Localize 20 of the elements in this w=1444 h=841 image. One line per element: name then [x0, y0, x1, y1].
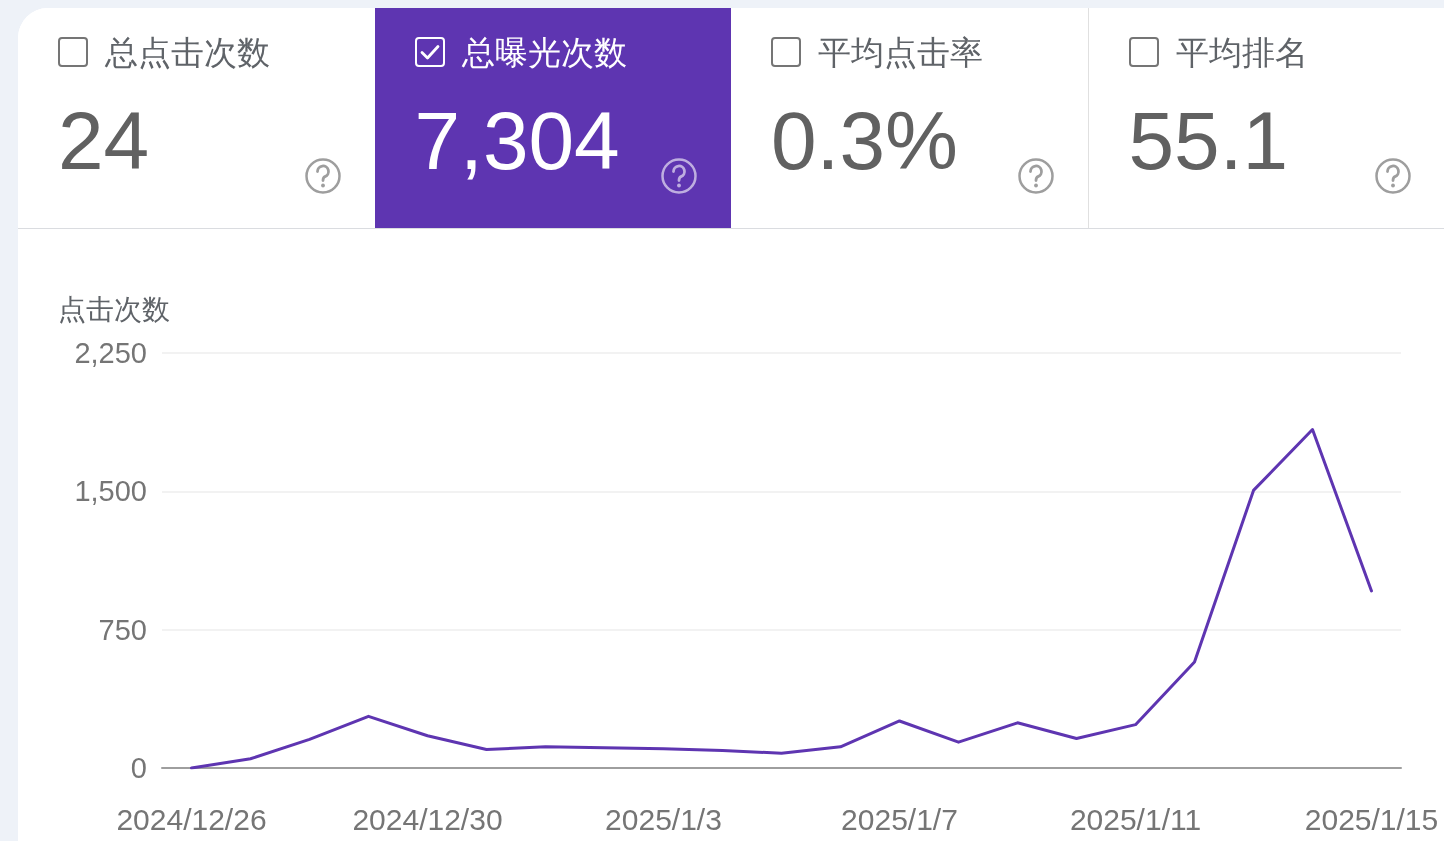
y-tick-label: 1,500 — [74, 475, 147, 508]
y-tick-label: 0 — [130, 752, 147, 784]
x-tick-label: 2025/1/15 — [1304, 802, 1439, 836]
line-series — [190, 428, 1373, 770]
x-tick-label: 2025/1/3 — [605, 802, 722, 836]
category-label: 平均点击率 — [818, 33, 983, 73]
x-tick-label: 2025/1/7 — [841, 802, 958, 836]
category-label: 总曝光次数 — [461, 33, 627, 73]
category-label: 平均排名 — [1175, 33, 1308, 73]
text: 0.3% — [771, 95, 958, 186]
text: 7,304 — [414, 95, 620, 186]
y-tick-label: 2,250 — [74, 337, 147, 369]
text: 24 — [58, 95, 150, 186]
category-label: 总点击次数 — [105, 33, 270, 73]
y-tick-label: 750 — [98, 613, 147, 646]
x-tick-label: 2024/12/26 — [116, 802, 267, 836]
x-tick-label: 2025/1/11 — [1069, 802, 1202, 836]
text: 55.1 — [1128, 95, 1289, 186]
y-axis-title: 点击次数 — [58, 293, 170, 327]
x-tick-label: 2024/12/30 — [352, 802, 503, 836]
